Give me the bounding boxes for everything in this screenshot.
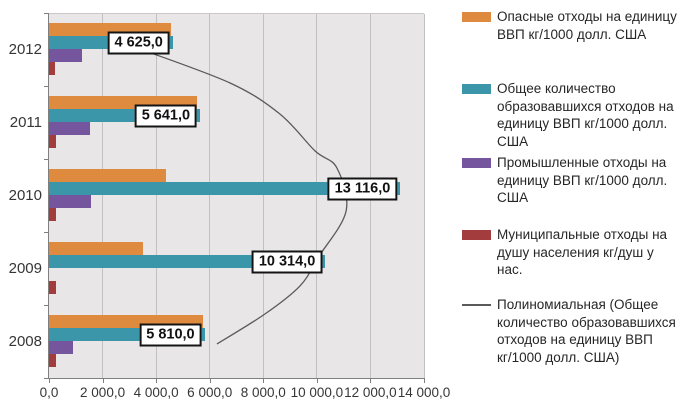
data-label-2009[interactable]: 10 314,0 bbox=[251, 250, 323, 273]
y-axis-tick bbox=[44, 378, 49, 379]
y-axis-tick bbox=[44, 305, 49, 306]
bar-2011-series3[interactable] bbox=[49, 122, 90, 135]
legend-item-3[interactable]: Промышленные отходы на единицу ВВП кг/10… bbox=[462, 154, 678, 207]
x-axis-tick bbox=[424, 378, 425, 383]
y-axis-line bbox=[48, 13, 49, 379]
series-swatch-icon bbox=[462, 158, 491, 168]
x-axis-tick bbox=[209, 378, 211, 383]
x-axis-tick bbox=[263, 378, 265, 383]
gridline bbox=[262, 14, 264, 379]
category-label-2012: 2012 bbox=[8, 40, 42, 58]
legend-item-2[interactable]: Общее количество образовавшихся отходов … bbox=[462, 80, 678, 150]
y-axis-tick bbox=[44, 86, 49, 87]
gridline bbox=[316, 14, 318, 379]
category-label-2008: 2008 bbox=[8, 332, 42, 350]
legend-label: Опасные отходы на единицу ВВП кг/1000 до… bbox=[497, 9, 677, 42]
bar-2008-series4[interactable] bbox=[49, 354, 56, 367]
legend-label: Полиномиальная (Общее количество образов… bbox=[497, 297, 676, 365]
legend-label: Общее количество образовавшихся отходов … bbox=[497, 81, 674, 149]
data-label-2012[interactable]: 4 625,0 bbox=[107, 31, 170, 54]
x-tick-label: 14 000,0 bbox=[397, 385, 451, 400]
y-axis-tick bbox=[44, 13, 49, 14]
gridline bbox=[102, 14, 104, 379]
y-axis-tick bbox=[44, 232, 49, 233]
x-tick-label: 6 000,0 bbox=[187, 385, 233, 400]
series-swatch-icon bbox=[462, 12, 491, 22]
x-tick-label: 0,0 bbox=[39, 385, 59, 400]
x-tick-label: 10 000,0 bbox=[290, 385, 344, 400]
gridline bbox=[209, 14, 211, 379]
bar-2008-series3[interactable] bbox=[49, 341, 74, 354]
x-tick-label: 12 000,0 bbox=[344, 385, 397, 400]
category-label-2010: 2010 bbox=[8, 186, 42, 204]
bar-2009-series1[interactable] bbox=[49, 242, 143, 255]
x-axis-line bbox=[48, 378, 425, 379]
legend-label: Промышленные отходы на единицу ВВП кг/10… bbox=[497, 155, 668, 205]
bar-2012-series3[interactable] bbox=[49, 49, 82, 62]
gridline bbox=[155, 14, 157, 379]
x-axis-tick bbox=[102, 378, 104, 383]
bar-2009-series4[interactable] bbox=[49, 281, 56, 294]
gridline bbox=[423, 14, 425, 379]
bar-2010-series2[interactable] bbox=[49, 182, 401, 195]
data-label-2010[interactable]: 13 116,0 bbox=[327, 177, 398, 200]
legend-item-4[interactable]: Муниципальные отходы на душу населения к… bbox=[462, 226, 678, 279]
category-label-2009: 2009 bbox=[8, 259, 42, 277]
series-swatch-icon bbox=[462, 230, 491, 240]
plot-area: 4 625,0 5 641,0 13 116,0 10 314,0 5 810,0 bbox=[49, 13, 425, 379]
bar-2011-series4[interactable] bbox=[49, 135, 56, 148]
x-tick-label: 8 000,0 bbox=[240, 385, 286, 400]
bar-2010-series3[interactable] bbox=[49, 195, 92, 208]
legend-item-1[interactable]: Опасные отходы на единицу ВВП кг/1000 до… bbox=[462, 8, 678, 43]
x-axis-tick bbox=[49, 378, 50, 383]
x-tick-label: 2 000,0 bbox=[80, 385, 126, 400]
data-label-2008[interactable]: 5 810,0 bbox=[139, 323, 202, 346]
data-label-2011[interactable]: 5 641,0 bbox=[134, 104, 198, 127]
series-swatch-icon bbox=[462, 84, 491, 94]
x-tick-label: 4 000,0 bbox=[133, 385, 179, 400]
x-axis-tick bbox=[316, 378, 318, 383]
legend-label: Муниципальные отходы на душу населения к… bbox=[497, 227, 668, 277]
bar-2010-series1[interactable] bbox=[49, 169, 166, 182]
legend-item-5[interactable]: Полиномиальная (Общее количество образов… bbox=[462, 296, 678, 366]
x-axis-tick bbox=[370, 378, 372, 383]
bar-2010-series4[interactable] bbox=[49, 208, 56, 221]
category-label-2011: 2011 bbox=[9, 113, 42, 131]
x-axis-tick bbox=[156, 378, 158, 383]
trendline-swatch-icon bbox=[462, 304, 491, 306]
bar-2012-series4[interactable] bbox=[49, 62, 56, 75]
y-axis-tick bbox=[44, 159, 49, 160]
